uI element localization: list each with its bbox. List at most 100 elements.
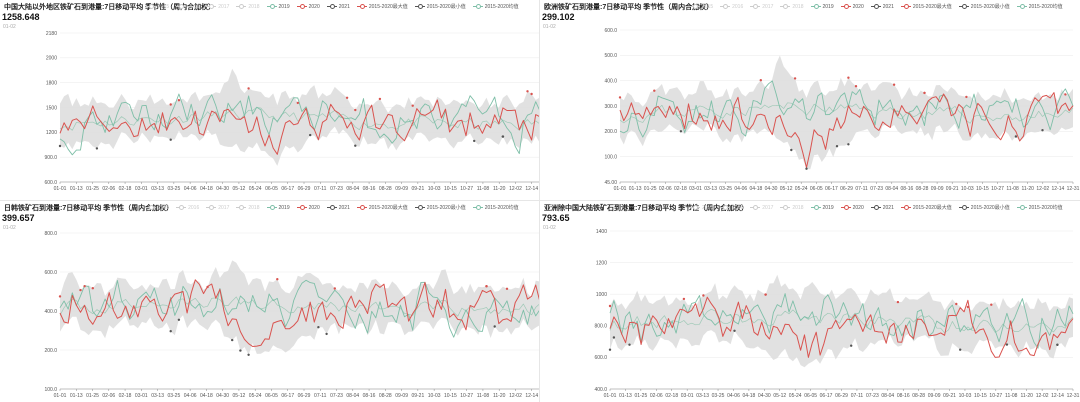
x-tick-label: 04-30 xyxy=(216,393,229,399)
legend-item[interactable]: 2021 xyxy=(870,205,894,211)
legend-swatch-icon xyxy=(206,4,217,10)
chart-legend: 2015 2016 2017 2018 2019 2020 2021 2015-2020最大值… xyxy=(146,204,526,211)
legend-item[interactable]: 2015 xyxy=(690,205,713,211)
legend-item[interactable]: 2015-2020均值 xyxy=(1016,3,1063,10)
legend-item[interactable]: 2019 xyxy=(266,4,290,10)
legend-item[interactable]: 2017 xyxy=(750,205,773,211)
legend-item[interactable]: 2015 xyxy=(146,205,169,211)
panel-latest-value: 399.657 xyxy=(2,213,35,223)
legend-swatch-icon xyxy=(690,4,700,10)
legend-item[interactable]: 2020 xyxy=(296,205,320,211)
min-marker xyxy=(679,130,683,133)
x-tick-label: 01-01 xyxy=(614,186,627,192)
legend-label: 2015-2020最小值 xyxy=(970,4,1010,10)
max-marker xyxy=(682,297,686,301)
legend-swatch-icon xyxy=(870,205,881,211)
legend-item[interactable]: 2015-2020最小值 xyxy=(414,3,466,10)
legend-item[interactable]: 2018 xyxy=(780,4,804,10)
min-marker xyxy=(354,144,357,147)
legend-item[interactable]: 2021 xyxy=(326,4,350,10)
x-tick-label: 03-01 xyxy=(681,393,694,399)
x-tick-label: 07-11 xyxy=(855,186,868,192)
legend-item[interactable]: 2019 xyxy=(810,4,834,10)
x-tick-label: 07-23 xyxy=(866,393,879,399)
legend-item[interactable]: 2020 xyxy=(840,4,864,10)
legend-item[interactable]: 2021 xyxy=(870,4,894,10)
x-tick-label: 07-11 xyxy=(314,186,327,192)
x-tick-label: 12-02 xyxy=(509,186,522,192)
y-tick-label: 900.0 xyxy=(44,155,57,161)
legend-item[interactable]: 2020 xyxy=(296,4,320,10)
x-tick-label: 01-01 xyxy=(604,393,617,399)
legend-label: 2018 xyxy=(792,205,804,211)
legend-item[interactable]: 2018 xyxy=(236,4,260,10)
panel-title: 亚洲除中国大陆铁矿石到港量:7日移动平均 季节性（周内合加权） xyxy=(544,205,749,212)
y-tick-label: 400.0 xyxy=(44,309,57,315)
legend-swatch-icon xyxy=(958,4,969,10)
legend-item[interactable]: 2019 xyxy=(810,205,834,211)
legend-item[interactable]: 2018 xyxy=(236,205,260,211)
legend-swatch-icon xyxy=(176,4,187,10)
legend-item[interactable]: 2015-2020均值 xyxy=(472,204,519,211)
x-tick-label: 05-24 xyxy=(795,186,808,192)
legend-item[interactable]: 2016 xyxy=(720,205,743,211)
legend-label: 2019 xyxy=(822,4,834,10)
legend-item[interactable]: 2015-2020最小值 xyxy=(958,3,1010,10)
x-tick-label: 02-06 xyxy=(102,393,115,399)
legend-item[interactable]: 2015-2020最大值 xyxy=(900,3,952,10)
legend-item[interactable]: 2016 xyxy=(176,4,199,10)
y-tick-label: 800.0 xyxy=(44,231,57,237)
legend-item[interactable]: 2015-2020最大值 xyxy=(900,204,952,211)
min-marker xyxy=(835,145,839,148)
legend-label: 2016 xyxy=(188,4,200,10)
legend-item[interactable]: 2015-2020最大值 xyxy=(356,204,408,211)
x-tick-label: 12-02 xyxy=(1036,393,1049,399)
legend-item[interactable]: 2020 xyxy=(840,205,864,211)
legend-item[interactable]: 2015-2020最小值 xyxy=(414,204,466,211)
max-marker xyxy=(854,85,858,88)
legend-label: 2021 xyxy=(882,205,894,211)
x-tick-label: 02-18 xyxy=(119,393,132,399)
legend-item[interactable]: 2017 xyxy=(206,205,229,211)
legend-item[interactable]: 2016 xyxy=(176,205,199,211)
legend-item[interactable]: 2017 xyxy=(206,4,229,10)
x-tick-label: 07-23 xyxy=(330,393,343,399)
x-tick-label: 12-02 xyxy=(1036,186,1049,192)
min-marker xyxy=(239,349,242,352)
x-tick-label: 04-06 xyxy=(184,186,197,192)
chart-panel-non-china: 中国大陆以外地区铁矿石到港量:7日移动平均 季节性（周内合加权） 1258.64… xyxy=(0,0,540,201)
x-tick-label: 11-20 xyxy=(1021,186,1034,192)
series-line-2019 xyxy=(619,80,1074,138)
y-tick-label: 400.0 xyxy=(594,387,607,393)
x-tick-label: 03-13 xyxy=(704,186,717,192)
legend-item[interactable]: 2021 xyxy=(326,205,350,211)
y-tick-label: 600.0 xyxy=(594,355,607,361)
max-marker xyxy=(847,76,850,79)
x-tick-label: 02-06 xyxy=(650,393,663,399)
x-tick-label: 04-18 xyxy=(750,186,763,192)
legend-item[interactable]: 2015-2020均值 xyxy=(472,3,519,10)
x-tick-label: 04-30 xyxy=(765,186,778,192)
x-tick-label: 01-13 xyxy=(70,186,83,192)
chart-legend: 2015 2016 2017 2018 2019 2020 2021 2015-2020最大值… xyxy=(146,3,526,10)
range-band xyxy=(610,274,1073,368)
legend-item[interactable]: 2018 xyxy=(780,205,804,211)
series-line-average xyxy=(59,106,539,131)
legend-item[interactable]: 2015 xyxy=(146,4,169,10)
y-tick-label: 2000 xyxy=(46,56,57,62)
legend-label: 2017 xyxy=(762,4,774,10)
legend-item[interactable]: 2015 xyxy=(690,4,713,10)
legend-label: 2021 xyxy=(882,4,894,10)
chart-legend: 2015 2016 2017 2018 2019 2020 2021 2015-2020最大值… xyxy=(690,204,1070,211)
legend-item[interactable]: 2016 xyxy=(720,4,743,10)
legend-item[interactable]: 2015-2020均值 xyxy=(1016,204,1063,211)
legend-item[interactable]: 2019 xyxy=(266,205,290,211)
panel-latest-value: 793.65 xyxy=(542,213,570,223)
x-tick-label: 10-27 xyxy=(989,393,1002,399)
legend-label: 2021 xyxy=(338,4,350,10)
legend-item[interactable]: 2017 xyxy=(750,4,773,10)
legend-item[interactable]: 2015-2020最小值 xyxy=(958,204,1010,211)
max-marker xyxy=(296,101,299,105)
legend-item[interactable]: 2015-2020最大值 xyxy=(356,3,408,10)
min-marker xyxy=(317,326,320,329)
